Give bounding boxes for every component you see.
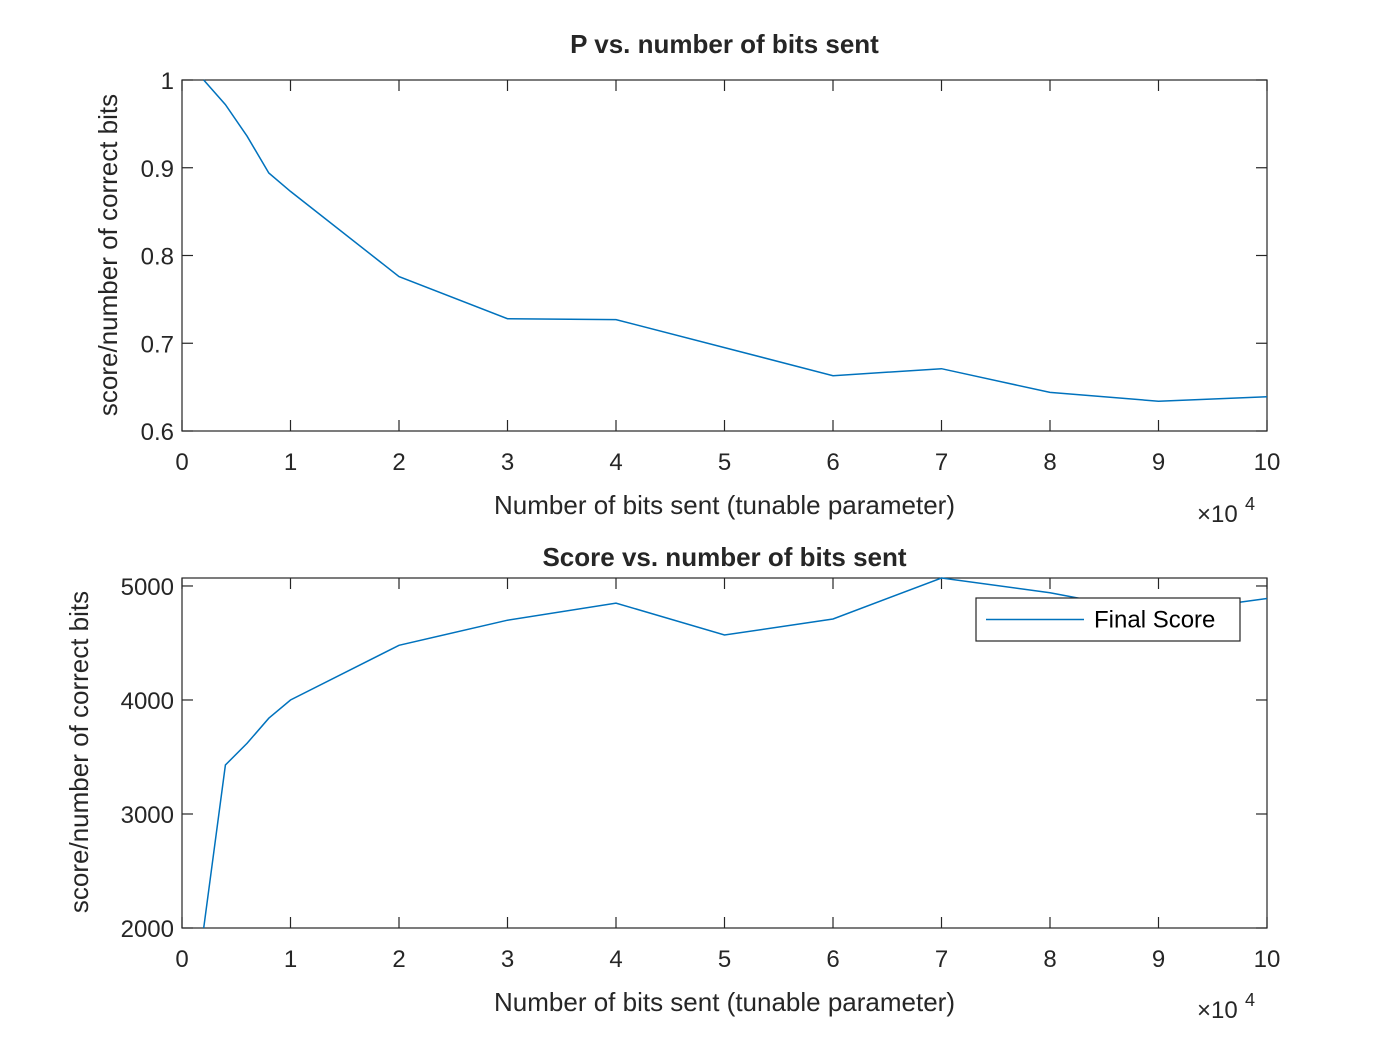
x-tick-label: 2	[392, 449, 405, 476]
x-tick-label: 5	[718, 449, 731, 476]
y-tick-label: 1	[161, 68, 174, 95]
x-exponent-power: 4	[1245, 990, 1255, 1010]
x-tick-label: 8	[1043, 449, 1056, 476]
x-axis-label: Number of bits sent (tunable parameter)	[494, 987, 955, 1017]
x-tick-label: 8	[1043, 946, 1056, 973]
y-tick-label: 0.9	[141, 156, 174, 183]
plot-1: 0 1 2 3 4 5 6 7 8 9 10 0.6 0.7 0.8 0.9 1 P vs. number of…	[93, 29, 1280, 528]
y-tick-label: 4000	[121, 688, 174, 715]
x-tick-label: 4	[609, 449, 622, 476]
x-tick-label: 7	[935, 449, 948, 476]
x-exponent-label: ×10	[1197, 997, 1238, 1024]
x-tick-label: 10	[1254, 449, 1281, 476]
y-tick-label: 0.7	[141, 331, 174, 358]
y-tick-label: 0.8	[141, 244, 174, 271]
x-tick-label: 3	[501, 946, 514, 973]
legend-label: Final Score	[1094, 607, 1215, 634]
plot-2: 0 1 2 3 4 5 6 7 8 9 10 2000 3000 4000 5000 Score vs. nu…	[64, 542, 1280, 1024]
x-tick-label: 9	[1152, 449, 1165, 476]
x-tick-label: 0	[175, 946, 188, 973]
x-tick-label: 3	[501, 449, 514, 476]
x-exponent-power: 4	[1245, 494, 1255, 514]
axes-box	[182, 80, 1267, 431]
x-tick-label: 6	[826, 449, 839, 476]
y-tick-label: 2000	[121, 916, 174, 943]
y-axis-label: score/number of correct bits	[93, 94, 123, 416]
x-tick-label: 4	[609, 946, 622, 973]
y-tick-label: 0.6	[141, 419, 174, 446]
y-tick-label: 3000	[121, 802, 174, 829]
x-tick-label: 9	[1152, 946, 1165, 973]
y-axis-label: score/number of correct bits	[64, 591, 94, 913]
x-axis-label: Number of bits sent (tunable parameter)	[494, 490, 955, 520]
x-tick-label: 2	[392, 946, 405, 973]
chart-title: P vs. number of bits sent	[570, 29, 879, 59]
x-tick-label: 1	[284, 946, 297, 973]
y-tick-label: 5000	[121, 574, 174, 601]
chart-title: Score vs. number of bits sent	[542, 542, 906, 572]
x-tick-label: 0	[175, 449, 188, 476]
x-tick-label: 1	[284, 449, 297, 476]
x-tick-label: 6	[826, 946, 839, 973]
x-tick-label: 10	[1254, 946, 1281, 973]
x-exponent-label: ×10	[1197, 501, 1238, 528]
x-tick-label: 5	[718, 946, 731, 973]
x-tick-label: 7	[935, 946, 948, 973]
